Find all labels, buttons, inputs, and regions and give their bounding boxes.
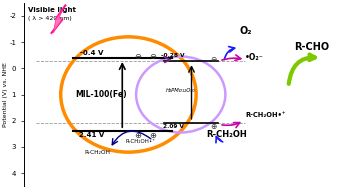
- Text: R-CH₂OH: R-CH₂OH: [84, 150, 111, 155]
- Text: 2.09 V: 2.09 V: [163, 124, 184, 129]
- Text: ( λ > 420 nm): ( λ > 420 nm): [28, 16, 72, 21]
- Text: 2.41 V: 2.41 V: [79, 132, 104, 138]
- Text: ⊕: ⊕: [149, 131, 156, 140]
- Text: ⊖: ⊖: [210, 55, 216, 64]
- Text: ⊖: ⊖: [149, 52, 156, 61]
- Text: R-CHO: R-CHO: [295, 42, 330, 52]
- Text: •O₂⁻: •O₂⁻: [245, 53, 264, 62]
- Text: R-CH₂OH•⁺: R-CH₂OH•⁺: [126, 139, 156, 144]
- Y-axis label: Potential (V) vs. NHE: Potential (V) vs. NHE: [3, 62, 8, 127]
- Text: ⊕: ⊕: [210, 122, 216, 132]
- Text: O₂: O₂: [239, 26, 252, 36]
- Text: -0.28 V: -0.28 V: [161, 53, 185, 58]
- Text: Visible light: Visible light: [28, 7, 76, 13]
- Text: -0.4 V: -0.4 V: [80, 50, 103, 56]
- Text: R-CH₂OH: R-CH₂OH: [207, 130, 247, 139]
- Polygon shape: [53, 5, 65, 33]
- Text: ⊖: ⊖: [134, 52, 141, 61]
- Text: ⊕: ⊕: [134, 131, 141, 140]
- Text: MIL-100(Fe): MIL-100(Fe): [75, 90, 126, 99]
- Text: H₂PMo₁₂O₄₀: H₂PMo₁₂O₄₀: [166, 88, 196, 93]
- Text: R-CH₂OH•⁺: R-CH₂OH•⁺: [245, 112, 286, 118]
